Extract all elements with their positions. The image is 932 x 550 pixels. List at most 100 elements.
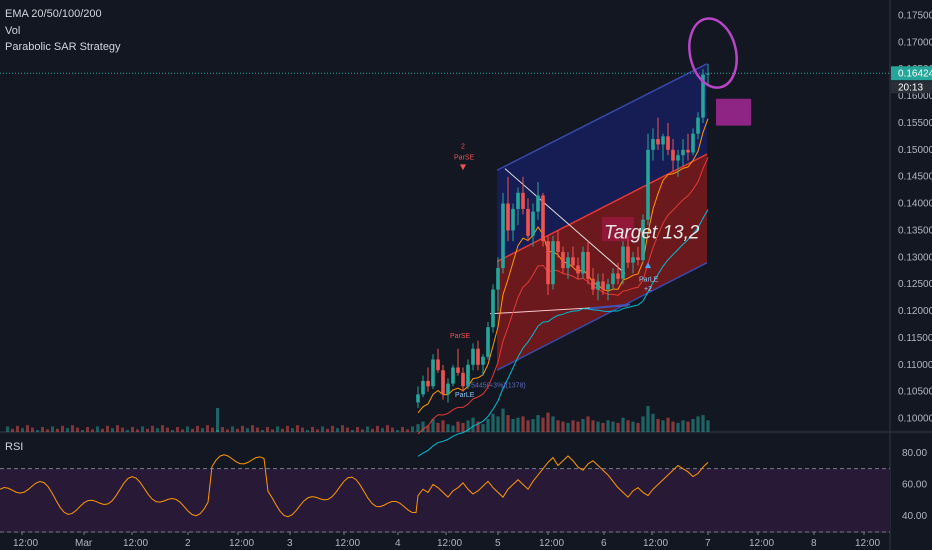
volume-bar <box>21 428 24 432</box>
volume-bar <box>416 424 420 432</box>
volume-bar <box>616 422 620 432</box>
volume-bar <box>91 429 94 432</box>
volume-bar <box>436 422 440 432</box>
candle-body <box>641 219 645 260</box>
volume-bar <box>71 425 74 432</box>
candle-body <box>471 348 475 365</box>
volume-bar <box>611 421 615 432</box>
price-tick-label: 0.17000 <box>898 37 932 48</box>
volume-bar <box>536 415 540 432</box>
volume-bar <box>101 428 104 432</box>
current-price-tag <box>891 66 932 81</box>
volume-bar <box>461 422 465 432</box>
time-tick-label: 12:00 <box>749 538 774 549</box>
volume-bar <box>336 428 339 432</box>
candle-body <box>706 73 710 75</box>
time-tick-label: 12:00 <box>123 538 148 549</box>
target-annotation: Target 13,2 <box>604 223 700 244</box>
volume-bar <box>361 429 364 432</box>
candle-body <box>596 281 600 290</box>
rsi-line <box>0 454 709 518</box>
countdown-label: 20:13 <box>898 82 923 93</box>
time-tick-label: Mar <box>75 538 93 549</box>
candle-body <box>676 155 680 161</box>
volume-bar <box>26 425 29 432</box>
volume-bar <box>176 427 179 432</box>
legend-strategy[interactable]: Parabolic SAR Strategy <box>5 41 121 53</box>
time-tick-label: 5 <box>495 538 501 549</box>
time-tick-label: 7 <box>705 538 711 549</box>
volume-bar <box>411 426 414 432</box>
candle-body <box>426 380 430 387</box>
volume-bar <box>151 425 154 432</box>
volume-bar <box>106 425 109 432</box>
long-signal-label: ParLE <box>639 277 659 284</box>
time-tick-label: 12:00 <box>335 538 360 549</box>
volume-bar <box>126 430 129 432</box>
volume-bar <box>66 428 69 432</box>
time-tick-label: 12:00 <box>13 538 38 549</box>
rsi-tick-label: 40.00 <box>902 511 927 522</box>
volume-bar <box>551 416 555 432</box>
triangle-top <box>504 168 626 274</box>
candle-body <box>491 289 495 328</box>
volume-bar <box>681 420 685 432</box>
volume-bar <box>141 426 144 432</box>
price-tick-label: 0.11000 <box>898 360 932 371</box>
early-short-label: ParSE <box>450 333 471 340</box>
volume-bar <box>206 425 209 432</box>
legend-rsi[interactable]: RSI <box>5 441 24 453</box>
volume-bar <box>541 417 545 432</box>
volume-bar <box>321 426 324 432</box>
volume-bar <box>581 419 585 432</box>
volume-bar <box>396 430 399 432</box>
candle-body <box>466 364 470 387</box>
candle-body <box>556 241 560 252</box>
volume-bar <box>11 428 14 432</box>
candle-body <box>576 265 580 274</box>
volume-bar <box>316 429 319 432</box>
candle-body <box>511 208 515 231</box>
volume-bar <box>591 420 595 432</box>
volume-bar <box>246 428 249 432</box>
volume-bar <box>331 425 334 432</box>
candle-body <box>636 257 640 260</box>
volume-bar <box>671 421 675 432</box>
candle-body <box>651 139 655 150</box>
volume-bar <box>211 427 214 432</box>
candle-body <box>536 195 540 212</box>
candle-body <box>456 367 460 373</box>
volume-bar <box>586 416 590 432</box>
legend-ema[interactable]: EMA 20/50/100/200 <box>5 8 102 20</box>
volume-bar <box>196 425 199 432</box>
candle-body <box>691 133 695 153</box>
volume-bar <box>441 420 445 432</box>
volume-bar <box>636 422 640 432</box>
volume-bar <box>201 428 204 432</box>
legend-vol[interactable]: Vol <box>5 25 21 37</box>
volume-bar <box>646 406 650 432</box>
current-price-label: 0.16424 <box>898 68 932 79</box>
candle-body <box>661 136 665 145</box>
volume-bar <box>216 408 219 432</box>
price-tick-label: 0.11500 <box>898 333 932 344</box>
candle-body <box>696 117 700 134</box>
candle-body <box>551 241 555 285</box>
volume-bar <box>641 416 645 432</box>
volume-bar <box>231 426 234 432</box>
volume-bar <box>301 427 304 432</box>
volume-bar <box>466 420 470 432</box>
long-signal-arrow <box>645 262 651 269</box>
candle-body <box>476 348 480 365</box>
candle-body <box>461 372 465 387</box>
volume-bar <box>166 427 169 432</box>
volume-bar <box>121 427 124 432</box>
time-tick-label: 4 <box>395 538 401 549</box>
volume-bar <box>191 428 194 432</box>
volume-bar <box>431 419 435 432</box>
time-tick-label: 8 <box>811 538 817 549</box>
volume-bar <box>701 415 705 432</box>
short-signal-size: 2 <box>461 144 465 151</box>
volume-bar <box>281 428 284 432</box>
